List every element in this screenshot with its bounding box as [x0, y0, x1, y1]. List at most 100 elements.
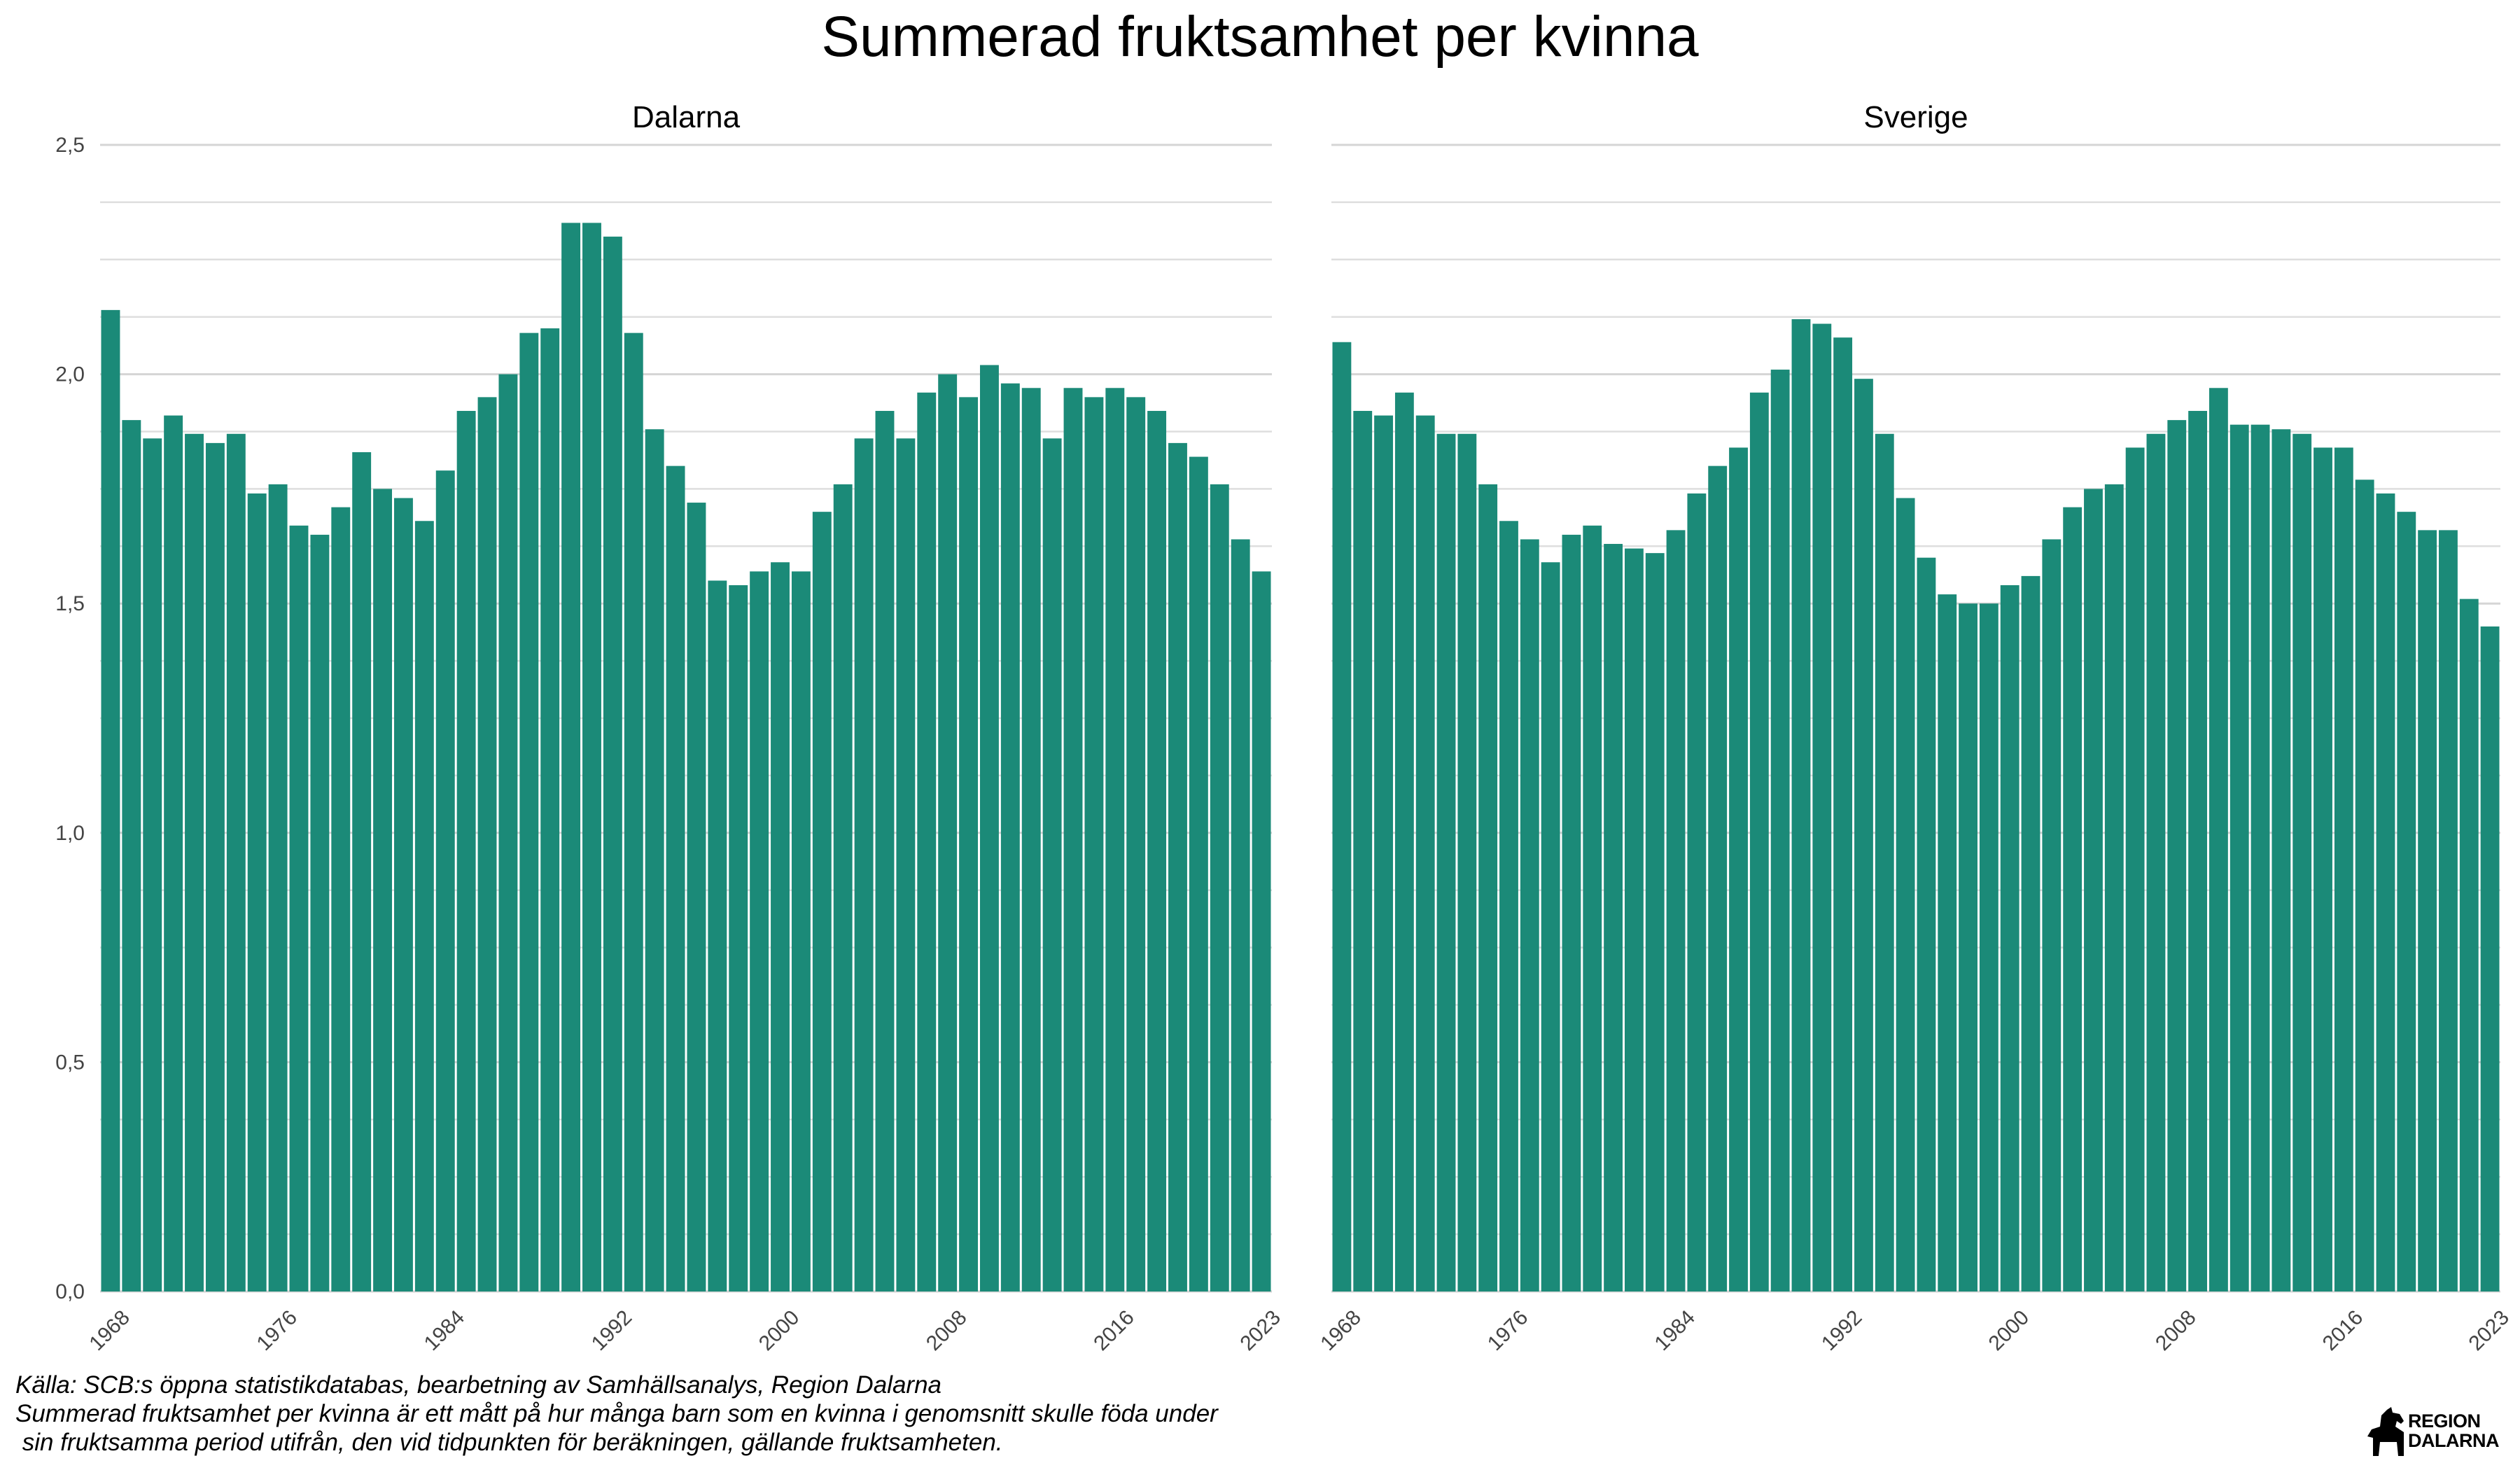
bar-dalarna-2000 — [771, 562, 790, 1292]
bar-dalarna-1977 — [289, 525, 309, 1292]
bar-sverige-1969 — [1353, 411, 1373, 1292]
panel-title: Dalarna — [632, 100, 741, 134]
bar-dalarna-1982 — [393, 498, 413, 1292]
bar-sverige-1980 — [1583, 525, 1602, 1292]
bar-dalarna-2016 — [1105, 388, 1125, 1292]
bar-sverige-1995 — [1896, 498, 1915, 1292]
x-tick-label: 2008 — [2151, 1306, 2201, 1356]
x-tick-label: 1984 — [1650, 1306, 1700, 1356]
bar-dalarna-2013 — [1042, 438, 1062, 1292]
bar-sverige-1985 — [1687, 493, 1707, 1292]
y-tick-label: 2,0 — [55, 363, 85, 386]
bar-sverige-1986 — [1708, 465, 1728, 1292]
bar-dalarna-2015 — [1084, 397, 1104, 1292]
x-tick-label: 2016 — [1089, 1306, 1139, 1356]
bar-sverige-1978 — [1541, 562, 1560, 1292]
bar-dalarna-2020 — [1189, 456, 1208, 1292]
bar-sverige-2010 — [2208, 388, 2228, 1292]
bar-dalarna-1973 — [205, 442, 225, 1292]
bar-sverige-2014 — [2292, 433, 2312, 1292]
bar-dalarna-1998 — [729, 584, 748, 1292]
bar-sverige-2013 — [2272, 429, 2291, 1292]
bar-sverige-1989 — [1770, 370, 1790, 1292]
bar-sverige-2005 — [2104, 484, 2124, 1292]
x-tick-label: 2000 — [755, 1306, 804, 1356]
bar-dalarna-2010 — [979, 365, 999, 1292]
bar-sverige-1988 — [1749, 392, 1769, 1292]
bar-dalarna-2007 — [917, 392, 937, 1292]
bar-dalarna-1990 — [561, 223, 581, 1292]
bar-dalarna-1980 — [352, 451, 372, 1292]
bar-sverige-1973 — [1436, 433, 1456, 1292]
bar-sverige-1982 — [1624, 548, 1644, 1292]
bar-sverige-2008 — [2167, 420, 2187, 1292]
bar-dalarna-1996 — [687, 503, 706, 1292]
bar-dalarna-2017 — [1126, 397, 1146, 1292]
bar-sverige-1996 — [1917, 557, 1936, 1292]
x-tick-label: 2023 — [1236, 1306, 1285, 1356]
bar-dalarna-2018 — [1147, 411, 1167, 1292]
bar-dalarna-2011 — [1000, 383, 1020, 1292]
bar-dalarna-2005 — [875, 411, 895, 1292]
bar-sverige-1994 — [1875, 433, 1894, 1292]
bar-sverige-1977 — [1520, 539, 1539, 1292]
bar-dalarna-1971 — [164, 415, 183, 1292]
panel-dalarna: Dalarna 0,0 0,5 1,0 1,5 2,0 2,5 1968 1976 1984 199… — [55, 100, 1285, 1355]
bar-dalarna-1976 — [268, 484, 288, 1292]
bar-dalarna-2001 — [791, 571, 811, 1292]
region-dalarna-logo: REGION DALARNA — [2366, 1404, 2506, 1460]
bar-sverige-2023 — [2480, 626, 2500, 1292]
bar-sverige-2021 — [2439, 530, 2458, 1292]
bar-dalarna-1978 — [310, 534, 330, 1292]
chart-panels: Dalarna 0,0 0,5 1,0 1,5 2,0 2,5 1968 1976 1984 199… — [55, 100, 2514, 1355]
y-tick-label: 0,0 — [55, 1280, 85, 1303]
bar-sverige-1990 — [1791, 318, 1811, 1292]
panel-sverige: Sverige 1968 1976 1984 1992 2000 2008 2016 2023 — [1316, 100, 2514, 1355]
bar-sverige-1987 — [1729, 447, 1748, 1292]
caption-note-line-2: sin fruktsamma period utifrån, den vid t… — [15, 1429, 1003, 1456]
bar-sverige-2011 — [2230, 424, 2249, 1292]
bar-dalarna-1989 — [540, 328, 560, 1292]
bar-dalarna-1979 — [331, 507, 351, 1292]
bar-sverige-2012 — [2250, 424, 2270, 1292]
bar-sverige-2000 — [2000, 584, 2019, 1292]
bar-dalarna-2022 — [1231, 539, 1250, 1292]
bar-sverige-1993 — [1854, 379, 1873, 1292]
bar-sverige-1974 — [1457, 433, 1477, 1292]
bar-dalarna-1999 — [750, 571, 769, 1292]
bar-dalarna-1983 — [414, 521, 434, 1292]
bar-sverige-1981 — [1604, 544, 1623, 1292]
bar-dalarna-2006 — [896, 438, 916, 1292]
bar-sverige-2009 — [2188, 411, 2208, 1292]
bar-sverige-1975 — [1478, 484, 1498, 1292]
bar-dalarna-1987 — [498, 374, 518, 1292]
bar-sverige-1997 — [1938, 594, 1957, 1292]
bar-sverige-2020 — [2418, 530, 2437, 1292]
bar-sverige-1991 — [1812, 323, 1832, 1292]
x-tick-label: 1976 — [252, 1306, 302, 1356]
bar-sverige-1979 — [1562, 534, 1581, 1292]
bar-dalarna-1968 — [101, 309, 120, 1292]
bar-sverige-1970 — [1374, 415, 1393, 1292]
bar-sverige-1972 — [1415, 415, 1435, 1292]
bar-sverige-1984 — [1666, 530, 1686, 1292]
x-tick-label: 1976 — [1483, 1306, 1533, 1356]
logo-text-dalarna: DALARNA — [2408, 1430, 2499, 1451]
bar-sverige-2007 — [2146, 433, 2166, 1292]
bar-sverige-1992 — [1833, 337, 1853, 1292]
x-tick-label: 1992 — [1817, 1306, 1867, 1356]
bar-sverige-2006 — [2125, 447, 2145, 1292]
bar-sverige-1968 — [1332, 342, 1352, 1292]
bar-dalarna-2003 — [833, 484, 853, 1292]
bar-dalarna-1972 — [185, 433, 204, 1292]
logo-text-region: REGION — [2408, 1410, 2481, 1432]
bar-dalarna-1995 — [666, 465, 685, 1292]
bar-dalarna-1997 — [708, 580, 727, 1292]
caption: Källa: SCB:s öppna statistikdatabas, bea… — [15, 1371, 1380, 1457]
bar-sverige-2018 — [2376, 493, 2395, 1292]
bar-dalarna-1969 — [122, 420, 141, 1292]
bar-dalarna-1991 — [582, 223, 601, 1292]
caption-source: Källa: SCB:s öppna statistikdatabas, bea… — [15, 1371, 941, 1399]
bar-dalarna-2012 — [1021, 388, 1041, 1292]
